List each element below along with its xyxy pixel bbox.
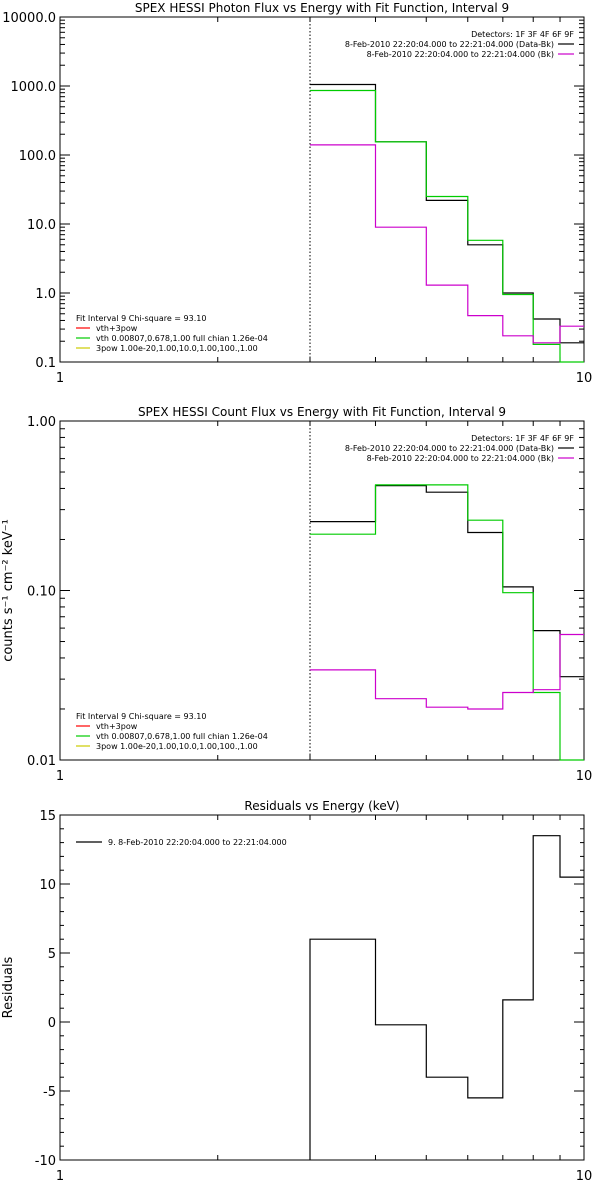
y-tick-label: 5: [48, 947, 56, 962]
fit-legend-label: vth+3pow: [96, 324, 138, 333]
y-tick-label: 15: [39, 809, 56, 824]
y-tick-label: 0: [48, 1016, 56, 1031]
fit-legend-label: vth 0.00807,0.678,1.00 full chian 1.26e-…: [96, 732, 268, 741]
x-tick-label: 10: [576, 769, 593, 784]
series-step-line-3: [310, 633, 584, 710]
series-step-line-1: [310, 83, 584, 344]
chart-title: Residuals vs Energy (keV): [244, 799, 399, 813]
chart-title: SPEX HESSI Count Flux vs Energy with Fit…: [138, 405, 506, 419]
legend-entry-label: 9. 8-Feb-2010 22:20:04.000 to 22:21:04.0…: [108, 838, 287, 847]
y-tick-label: 0.01: [27, 754, 56, 769]
legend-header: Detectors: 1F 3F 4F 6F 9F: [471, 434, 574, 443]
fit-legend-label: vth 0.00807,0.678,1.00 full chian 1.26e-…: [96, 334, 268, 343]
legend-entry-label: 8-Feb-2010 22:20:04.000 to 22:21:04.000 …: [345, 40, 554, 49]
y-tick-label: 1.00: [27, 415, 56, 430]
chart-panel-1: SPEX HESSI Photon Flux vs Energy with Fi…: [2, 1, 592, 386]
y-tick-label: 1.0: [35, 287, 56, 302]
fit-legend-label: vth+3pow: [96, 722, 138, 731]
x-tick-label: 1: [56, 769, 64, 784]
y-axis-label: counts s⁻¹ cm⁻² keV⁻¹: [1, 519, 16, 662]
chart-panel-3: Residuals vs Energy (keV) 1 10 -10 -5 0 5 10 15 R…: [1, 799, 592, 1184]
chart-title: SPEX HESSI Photon Flux vs Energy with Fi…: [135, 1, 509, 15]
fit-legend-label: 3pow 1.00e-20,1.00,10.0,1.00,100.,1.00: [96, 742, 258, 751]
chart-panel-2: SPEX HESSI Count Flux vs Energy with Fit…: [1, 405, 592, 784]
plot-frame: [59, 420, 585, 761]
series-step-line-2: [310, 484, 584, 761]
fit-legend-header: Fit Interval 9 Chi-square = 93.10: [76, 314, 206, 323]
x-tick-label: 1: [56, 1169, 64, 1184]
x-tick-label: 10: [576, 1169, 593, 1184]
fit-legend-header: Fit Interval 9 Chi-square = 93.10: [76, 712, 206, 721]
y-tick-label: 1000.0: [11, 80, 57, 95]
y-tick-label: -5: [43, 1085, 56, 1100]
legend-header: Detectors: 1F 3F 4F 6F 9F: [471, 30, 574, 39]
y-tick-label: 0.1: [35, 356, 56, 371]
y-tick-label: -10: [35, 1154, 56, 1169]
x-tick-label: 1: [56, 371, 64, 386]
series-step-line-1: [309, 835, 584, 1160]
legend-entry-label: 8-Feb-2010 22:20:04.000 to 22:21:04.000 …: [367, 50, 554, 59]
legend-entry-label: 8-Feb-2010 22:20:04.000 to 22:21:04.000 …: [367, 454, 554, 463]
series-step-line-3: [310, 144, 584, 344]
plot-frame: [59, 814, 585, 1161]
y-tick-label: 0.10: [27, 585, 56, 600]
y-tick-label: 100.0: [19, 149, 56, 164]
legend-entry-label: 8-Feb-2010 22:20:04.000 to 22:21:04.000 …: [345, 444, 554, 453]
series-step-line-1: [310, 485, 584, 678]
series-step-line-2: [310, 89, 584, 363]
y-tick-label: 10: [39, 878, 56, 893]
x-tick-label: 10: [576, 371, 593, 386]
y-tick-label: 10.0: [27, 218, 56, 233]
y-tick-label: 10000.0: [2, 11, 56, 26]
plot-frame: [59, 16, 585, 363]
fit-legend-label: 3pow 1.00e-20,1.00,10.0,1.00,100.,1.00: [96, 344, 258, 353]
y-axis-label: Residuals: [1, 956, 16, 1018]
